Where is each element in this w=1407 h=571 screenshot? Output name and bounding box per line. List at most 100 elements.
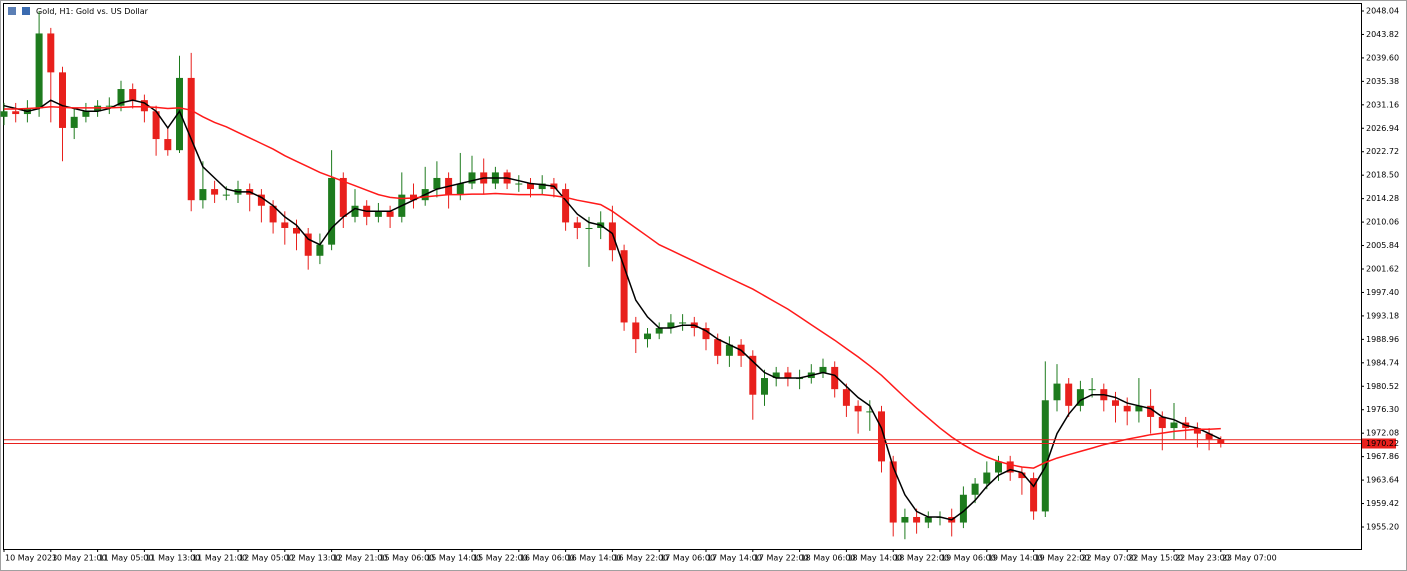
candle-body bbox=[1193, 428, 1201, 434]
candle-body bbox=[140, 100, 148, 112]
candle-body bbox=[784, 372, 792, 379]
candle-body bbox=[667, 322, 675, 329]
candle-body bbox=[117, 89, 125, 106]
x-tick-label: 16 May 22:00 bbox=[613, 554, 668, 563]
x-tick-label: 11 May 13:00 bbox=[145, 554, 200, 563]
candle-body bbox=[854, 405, 862, 412]
x-tick-label: 10 May 21:00 bbox=[52, 554, 107, 563]
candle-body bbox=[1170, 422, 1178, 429]
candle-body bbox=[386, 211, 394, 217]
candle-body bbox=[269, 205, 277, 223]
candle-body bbox=[1088, 389, 1096, 391]
x-tick-label: 18 May 06:00 bbox=[801, 554, 856, 563]
candle-body bbox=[831, 366, 839, 390]
candle-body bbox=[971, 483, 979, 495]
candle-body bbox=[281, 222, 289, 228]
y-tick-label: 2005.84 bbox=[1366, 241, 1399, 250]
candle-body bbox=[644, 333, 651, 340]
y-tick-label: 2026.94 bbox=[1366, 124, 1399, 133]
candle-body bbox=[105, 105, 113, 107]
y-tick-label: 2001.62 bbox=[1366, 264, 1399, 273]
x-tick-label: 18 May 22:00 bbox=[894, 554, 949, 563]
candle-body bbox=[585, 227, 593, 229]
y-tick-label: 2018.50 bbox=[1366, 171, 1399, 180]
x-tick-label: 16 May 06:00 bbox=[520, 554, 575, 563]
candle-body bbox=[1006, 461, 1014, 473]
candle-body bbox=[878, 411, 885, 462]
candle-body bbox=[1076, 389, 1084, 406]
y-tick-label: 2031.16 bbox=[1366, 100, 1399, 109]
y-tick-label: 1997.40 bbox=[1366, 288, 1399, 297]
plot-border bbox=[3, 3, 1362, 550]
price-label: 1970.22 bbox=[1366, 439, 1399, 448]
candle-body bbox=[995, 461, 1002, 473]
candle-body bbox=[527, 183, 534, 190]
y-tick-label: 1984.74 bbox=[1366, 358, 1399, 367]
candle-body bbox=[70, 116, 78, 128]
candle-body bbox=[983, 472, 991, 484]
candle-body bbox=[1158, 416, 1166, 429]
candle-body bbox=[1135, 405, 1143, 412]
y-tick-label: 1972.08 bbox=[1366, 429, 1399, 438]
x-tick-label: 10 May 2023 bbox=[5, 554, 57, 563]
x-tick-label: 23 May 07:00 bbox=[1222, 554, 1277, 563]
candle-body bbox=[293, 227, 300, 234]
candle-body bbox=[1030, 478, 1038, 512]
candle-body bbox=[351, 205, 359, 217]
x-tick-label: 12 May 21:00 bbox=[333, 554, 388, 563]
x-tick-label: 12 May 13:00 bbox=[286, 554, 341, 563]
candle-body bbox=[176, 77, 183, 151]
candle-body bbox=[515, 183, 523, 185]
candle-body bbox=[374, 211, 382, 217]
x-tick-label: 22 May 15:00 bbox=[1128, 554, 1183, 563]
x-tick-label: 19 May 06:00 bbox=[941, 554, 996, 563]
candle-body bbox=[222, 194, 230, 196]
y-tick-label: 1976.30 bbox=[1366, 405, 1399, 414]
candle-body bbox=[257, 194, 265, 206]
candle-body bbox=[632, 322, 640, 340]
candle-body bbox=[620, 250, 628, 323]
candle-body bbox=[339, 177, 347, 217]
candle-body bbox=[199, 189, 207, 201]
candle-body bbox=[456, 183, 464, 195]
candle-body bbox=[749, 355, 757, 395]
candle-body bbox=[842, 389, 850, 406]
x-tick-label: 22 May 23:00 bbox=[1175, 554, 1230, 563]
x-tick-label: 15 May 06:00 bbox=[379, 554, 434, 563]
y-tick-label: 1963.64 bbox=[1366, 476, 1399, 485]
candle-body bbox=[1041, 400, 1049, 512]
candle-body bbox=[714, 339, 722, 356]
y-tick-label: 1955.20 bbox=[1366, 522, 1399, 531]
candle-body bbox=[1217, 439, 1225, 444]
x-tick-label: 22 May 07:00 bbox=[1081, 554, 1136, 563]
candle-body bbox=[573, 222, 581, 228]
candle-body bbox=[304, 233, 312, 256]
candle-body bbox=[1018, 472, 1026, 479]
icon bbox=[22, 7, 30, 15]
icon bbox=[8, 7, 16, 15]
candle-body bbox=[1112, 400, 1119, 406]
candle-body bbox=[316, 244, 324, 256]
candle-body bbox=[328, 177, 336, 245]
candle-body bbox=[679, 322, 687, 324]
price-tag bbox=[1362, 438, 1396, 449]
y-tick-label: 2035.38 bbox=[1366, 77, 1399, 86]
x-tick-label: 19 May 14:00 bbox=[988, 554, 1043, 563]
candle-body bbox=[562, 189, 570, 223]
candle-body bbox=[725, 344, 733, 356]
candle-body bbox=[82, 111, 90, 117]
y-tick-label: 2010.06 bbox=[1366, 218, 1399, 227]
x-tick-label: 11 May 21:00 bbox=[192, 554, 247, 563]
chart-title: Gold, H1: Gold vs. US Dollar bbox=[36, 7, 149, 16]
y-tick-label: 1980.52 bbox=[1366, 382, 1399, 391]
candle-body bbox=[1053, 383, 1061, 401]
candle-body bbox=[608, 222, 616, 251]
candle-body bbox=[211, 189, 219, 195]
candle-body bbox=[772, 372, 780, 379]
candle-body bbox=[959, 494, 967, 523]
moving-average bbox=[4, 106, 1221, 469]
candle-body bbox=[1123, 405, 1131, 412]
candle-body bbox=[702, 328, 710, 340]
